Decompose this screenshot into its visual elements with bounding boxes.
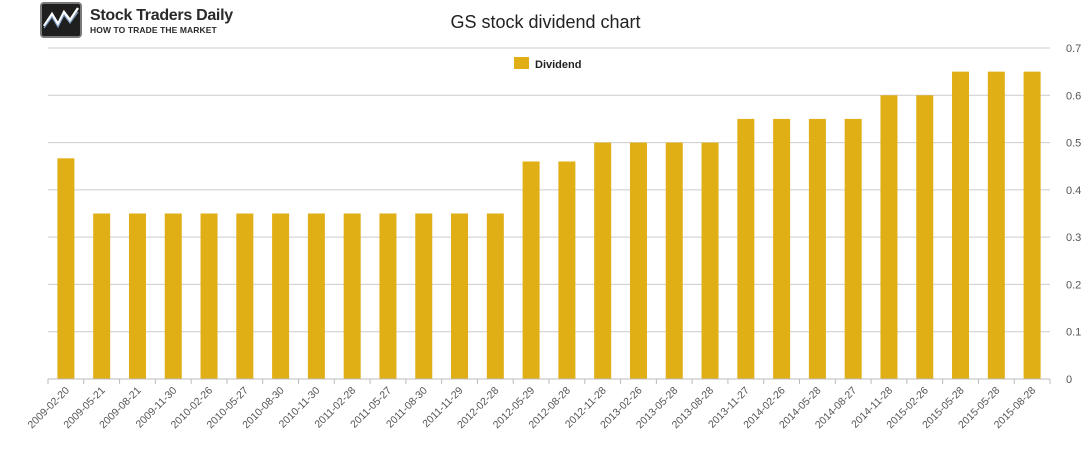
bar-series <box>57 71 1041 380</box>
bar <box>1023 71 1041 380</box>
bar <box>57 158 75 379</box>
bar <box>844 118 862 379</box>
bar <box>701 142 719 379</box>
bar <box>916 95 934 380</box>
grid-lines <box>48 47 1050 333</box>
bar <box>773 118 791 379</box>
bar <box>558 161 576 379</box>
bar <box>164 213 182 379</box>
bar <box>737 118 755 379</box>
axes <box>47 378 1051 384</box>
brand-tagline: HOW TO TRADE THE MARKET <box>90 24 217 35</box>
bar <box>987 71 1005 380</box>
bar <box>522 161 540 379</box>
chart-title: GS stock dividend chart <box>450 12 641 32</box>
bar <box>451 213 469 379</box>
brand-logo: Stock Traders Daily HOW TO TRADE THE MAR… <box>40 2 233 38</box>
brand-name: Stock Traders Daily <box>90 6 233 24</box>
bar <box>486 213 504 379</box>
bar <box>665 142 683 379</box>
bar <box>307 213 325 379</box>
bar <box>629 142 647 379</box>
bar <box>415 213 433 379</box>
y-tick-label: 0.3 <box>1066 232 1081 244</box>
bar <box>236 213 254 379</box>
y-tick-labels: 0 0.1 0.2 0.3 0.4 0.5 0.6 0.7 <box>1066 43 1081 386</box>
y-tick-label: 0.1 <box>1066 327 1081 339</box>
legend: Dividend <box>514 57 581 71</box>
stock-chart-logo-icon <box>40 2 82 38</box>
y-tick-label: 0.5 <box>1066 138 1081 150</box>
legend-swatch <box>514 57 529 69</box>
bar <box>594 142 612 379</box>
y-tick-label: 0.7 <box>1066 43 1081 55</box>
bar <box>343 213 361 379</box>
legend-label: Dividend <box>535 59 581 71</box>
x-tick-labels: 2009-02-202009-05-212009-08-212009-11-30… <box>26 385 1039 432</box>
y-tick-label: 0 <box>1066 374 1072 386</box>
bar <box>808 118 826 379</box>
bar <box>128 213 146 379</box>
y-tick-label: 0.2 <box>1066 279 1081 291</box>
y-tick-label: 0.6 <box>1066 90 1081 102</box>
y-tick-label: 0.4 <box>1066 185 1081 197</box>
bar <box>93 213 111 379</box>
bar <box>952 71 970 380</box>
bar <box>272 213 290 379</box>
bar <box>379 213 397 379</box>
bar <box>200 213 218 379</box>
bar <box>880 95 898 380</box>
